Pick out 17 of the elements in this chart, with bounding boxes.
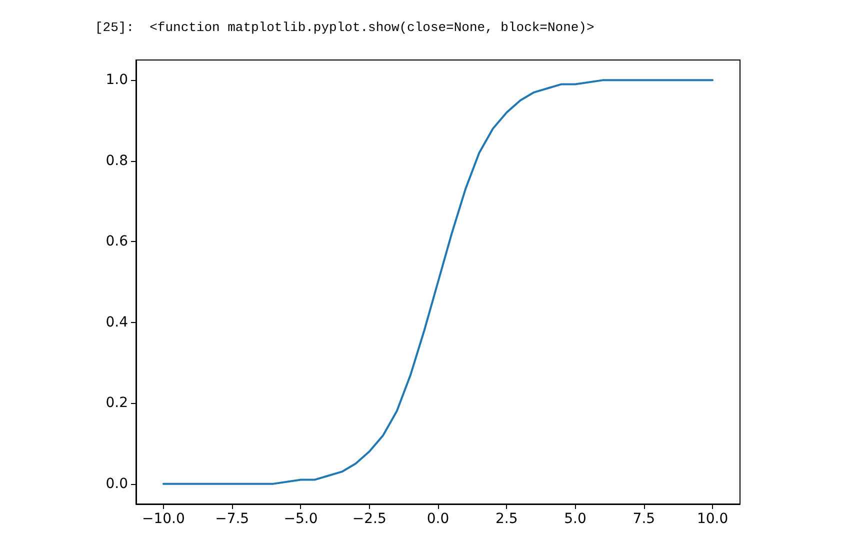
x-tick-label: 5.0 bbox=[564, 511, 586, 527]
y-tick-label: 0.8 bbox=[106, 152, 128, 169]
y-tick-label: 0.6 bbox=[106, 234, 128, 250]
x-tick-label: −5.0 bbox=[284, 511, 318, 527]
x-tick-label: 0.0 bbox=[426, 511, 450, 527]
x-tick-label: 2.5 bbox=[496, 511, 518, 527]
x-tick-label: 7.5 bbox=[632, 511, 656, 527]
x-tick-label: −2.5 bbox=[352, 511, 386, 527]
y-tick-label: 1.0 bbox=[106, 72, 128, 88]
y-tick-label: 0.0 bbox=[106, 476, 128, 492]
text: [25]: <function matplotlib.pyplot.show(close=None, block=None)> bbox=[95, 20, 594, 35]
x-tick-label: −10.0 bbox=[142, 511, 185, 527]
x-tick-label: −7.5 bbox=[215, 511, 250, 527]
x-tick-label: 10.0 bbox=[696, 511, 728, 527]
line-series bbox=[162, 79, 714, 485]
y-tick-label: 0.4 bbox=[106, 314, 128, 330]
y-tick-label: 0.2 bbox=[106, 395, 128, 412]
